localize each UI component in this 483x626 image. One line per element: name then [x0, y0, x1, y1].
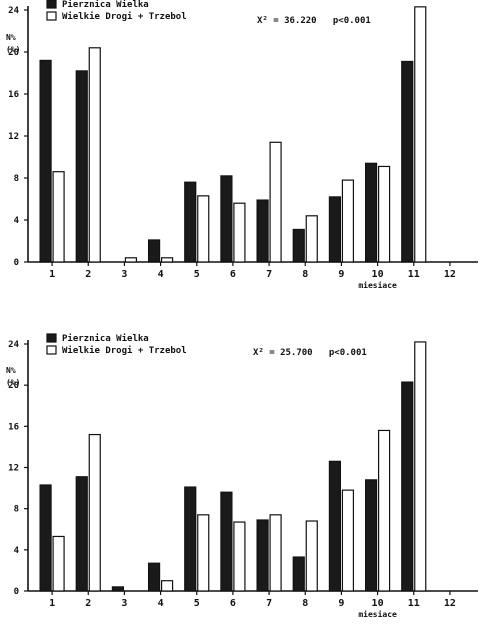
- y-tick-label: 24: [8, 340, 19, 350]
- y-tick-label: 4: [14, 216, 20, 226]
- y-tick-label: 20: [8, 381, 19, 391]
- bar-wielkie-drogi-month-11: [414, 341, 427, 592]
- bar-wielkie-drogi-month-4: [160, 257, 174, 263]
- bar-pierznica-month-6: [220, 491, 233, 592]
- y-axis-title: (%): [6, 45, 20, 54]
- bar-pierznica-month-7: [256, 519, 269, 592]
- bar-wielkie-drogi-month-6: [233, 521, 246, 592]
- x-tick-label: 11: [408, 269, 420, 280]
- bar-wielkie-drogi-month-6: [233, 202, 246, 263]
- bar-pierznica-month-2: [75, 476, 88, 592]
- legend-label: Wielkie Drogi + Trzebol: [62, 11, 187, 22]
- legend-swatch: [46, 11, 57, 21]
- y-tick-label: 4: [14, 546, 20, 556]
- x-tick-label: 7: [266, 269, 272, 280]
- chi-square-annotation: X² = 36.220 p<0.001: [257, 16, 371, 26]
- x-tick-label: 8: [302, 598, 308, 609]
- bar-pierznica-month-6: [220, 175, 233, 263]
- bar-pierznica-month-9: [328, 460, 342, 592]
- y-tick-label: 20: [8, 48, 19, 58]
- bar-pierznica-month-1: [39, 484, 52, 592]
- bar-wielkie-drogi-month-5: [197, 195, 210, 263]
- x-tick-label: 4: [158, 269, 164, 280]
- bar-wielkie-drogi-month-2: [88, 433, 101, 592]
- bar-pierznica-month-1: [39, 59, 52, 263]
- x-tick-label: 5: [194, 269, 200, 280]
- bar-pierznica-month-10: [364, 479, 378, 592]
- bar-wielkie-drogi-month-8: [305, 215, 318, 263]
- bar-wielkie-drogi-month-9: [341, 489, 355, 592]
- bar-wielkie-drogi-month-3: [124, 257, 138, 263]
- y-tick-label: 0: [14, 587, 19, 597]
- x-tick-label: 11: [408, 598, 420, 609]
- y-tick-label: 0: [14, 258, 19, 268]
- x-tick-label: 2: [85, 598, 91, 609]
- bar-pierznica-month-11: [401, 381, 414, 592]
- x-tick-label: 7: [266, 598, 272, 609]
- x-tick-label: 12: [444, 598, 456, 609]
- x-tick-label: 2: [85, 269, 91, 280]
- x-tick-label: 5: [194, 598, 200, 609]
- y-tick-label: 24: [8, 6, 19, 16]
- x-tick-label: 9: [338, 269, 344, 280]
- bar-pierznica-month-2: [75, 70, 88, 263]
- y-tick-label: 12: [8, 464, 19, 474]
- x-tick-label: 3: [121, 598, 127, 609]
- x-tick-label: 1: [49, 598, 55, 609]
- chi-square-annotation: X² = 25.700 p<0.001: [253, 348, 367, 358]
- x-tick-label: 9: [338, 598, 344, 609]
- x-axis-title: miesiace: [358, 280, 397, 290]
- bar-wielkie-drogi-month-7: [269, 141, 282, 263]
- bar-pierznica-month-11: [401, 60, 414, 263]
- y-tick-label: 8: [14, 174, 19, 184]
- y-tick-label: 16: [8, 422, 19, 432]
- bar-wielkie-drogi-month-2: [88, 47, 101, 263]
- legend-swatch: [46, 345, 57, 355]
- bar-pierznica-month-8: [292, 556, 305, 592]
- legend-swatch: [46, 0, 57, 9]
- bar-wielkie-drogi-month-5: [197, 514, 210, 592]
- bar-wielkie-drogi-month-9: [341, 179, 355, 263]
- x-tick-label: 10: [372, 598, 384, 609]
- legend-label: Pierznica Wielka: [62, 0, 149, 10]
- x-tick-label: 4: [158, 598, 164, 609]
- x-tick-label: 6: [230, 269, 236, 280]
- x-tick-label: 6: [230, 598, 236, 609]
- y-axis-title: (%): [6, 378, 20, 387]
- y-axis-title: N%: [6, 366, 16, 375]
- bar-pierznica-month-3: [111, 586, 125, 592]
- bar-wielkie-drogi-month-1: [52, 171, 65, 263]
- bar-wielkie-drogi-month-11: [414, 6, 427, 263]
- bar-wielkie-drogi-month-7: [269, 514, 282, 592]
- x-tick-label: 3: [121, 269, 127, 280]
- legend-label: Wielkie Drogi + Trzebol: [62, 345, 187, 356]
- x-axis-title: miesiace: [358, 609, 397, 619]
- bar-wielkie-drogi-month-8: [305, 520, 318, 592]
- x-tick-label: 8: [302, 269, 308, 280]
- bar-wielkie-drogi-month-10: [377, 165, 391, 263]
- legend-swatch: [46, 333, 57, 343]
- bar-pierznica-month-7: [256, 199, 269, 263]
- bar-pierznica-month-4: [147, 239, 161, 263]
- bar-pierznica-month-10: [364, 162, 378, 263]
- bar-pierznica-month-9: [328, 196, 342, 263]
- x-tick-label: 10: [372, 269, 384, 280]
- legend-label: Pierznica Wielka: [62, 333, 149, 344]
- y-tick-label: 16: [8, 90, 19, 100]
- bar-wielkie-drogi-month-10: [377, 429, 391, 592]
- y-tick-label: 12: [8, 132, 19, 142]
- x-tick-label: 12: [444, 269, 456, 280]
- y-tick-label: 8: [14, 505, 19, 515]
- bar-wielkie-drogi-month-4: [160, 580, 174, 592]
- bar-wielkie-drogi-month-1: [52, 535, 65, 592]
- bar-pierznica-month-8: [292, 228, 305, 263]
- bar-pierznica-month-4: [147, 562, 161, 592]
- bar-pierznica-month-5: [184, 486, 197, 592]
- bar-pierznica-month-5: [184, 181, 197, 263]
- y-axis-title: N%: [6, 33, 16, 42]
- x-tick-label: 1: [49, 269, 55, 280]
